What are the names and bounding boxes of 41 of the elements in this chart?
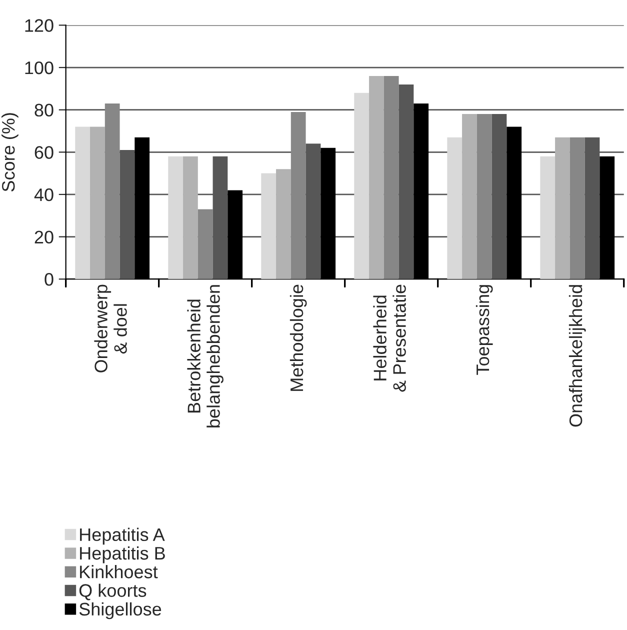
bar [555,137,570,280]
legend-label: Kinkhoest [80,565,158,578]
bar [570,137,585,280]
bar [198,209,213,280]
x-tick-label: Onafhankelijkheid [568,285,586,427]
y-axis-title: Score (%) [2,113,18,192]
y-tick-label: 60 [34,146,54,159]
bar [398,84,414,280]
bar [261,173,276,280]
y-tick-label: 120 [25,19,54,32]
legend-label: Q koorts [79,584,146,600]
bar [476,114,492,280]
x-tick-label: Helderheid & Presentatie [373,284,406,392]
bar [492,114,507,280]
bar [306,144,321,280]
y-tick-label: 80 [34,104,54,117]
bar [354,92,370,280]
legend-label: Hepatitis A [80,528,165,545]
bar [540,156,556,280]
x-tick-label: Methodologie [290,284,307,391]
bar [276,169,291,280]
bar [90,126,105,280]
x-tick-label: Toepassing [476,285,493,375]
y-tick-label: 20 [34,230,54,244]
legend-label: Hepatitis B [80,546,165,564]
bar [290,112,306,280]
x-tick-label: Betrokkenheid belanghebbenden [187,285,224,428]
bar [120,150,135,280]
x-tick-label: Onderwerp & doel [94,284,127,372]
bar [447,137,462,280]
bar [75,126,90,280]
legend-label: Shigellose [79,602,162,620]
y-tick-label: 40 [34,188,54,202]
bar [384,76,399,280]
bar [104,103,120,280]
bar [369,76,384,280]
bar [168,156,184,280]
bar [462,114,477,280]
y-tick-label: 100 [25,61,54,74]
y-tick-label: 0 [44,273,54,286]
bar [183,156,198,280]
